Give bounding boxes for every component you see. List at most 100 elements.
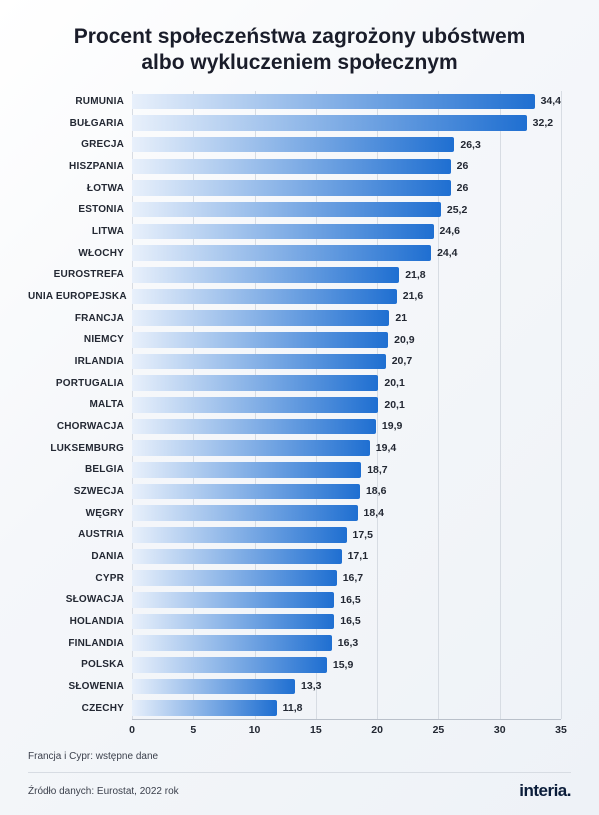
bar-row: FRANCJA 21 [28,307,561,329]
bar-track: 21 [132,307,561,329]
bar-label: HOLANDIA [28,616,132,627]
bar [132,159,451,175]
bar [132,462,361,478]
bar-label: LITWA [28,226,132,237]
x-tick: 30 [494,724,506,736]
x-tick: 0 [129,724,135,736]
bar [132,484,360,500]
bar-row: HOLANDIA 16,5 [28,611,561,633]
bar-value: 19,9 [382,420,402,432]
bar-row: LUKSEMBURG19,4 [28,437,561,459]
bar [132,202,441,218]
bar-row: DANIA17,1 [28,546,561,568]
bar-row: WŁOCHY24,4 [28,242,561,264]
x-tick: 20 [371,724,383,736]
bar-value: 20,1 [384,377,404,389]
x-tick: 35 [555,724,567,736]
bar-label: SŁOWACJA [28,594,132,605]
footer: Źródło danych: Eurostat, 2022 rok interi… [28,772,571,801]
bar [132,224,434,240]
bar-track: 32,2 [132,112,561,134]
bar [132,527,347,543]
bar-track: 24,4 [132,242,561,264]
bar-label: CYPR [28,573,132,584]
gridline [561,91,562,720]
bar-track: 20,9 [132,329,561,351]
bar-track: 13,3 [132,676,561,698]
bar-track: 26 [132,177,561,199]
bar-value: 18,4 [364,507,384,519]
bar-row: CZECHY11,8 [28,697,561,719]
x-tick: 10 [249,724,261,736]
bar [132,310,389,326]
bar-value: 18,6 [366,485,386,497]
bar [132,549,342,565]
bar-label: IRLANDIA [28,356,132,367]
bar-track: 21,6 [132,286,561,308]
bar-row: CHORWACJA19,9 [28,416,561,438]
bar-label: FRANCJA [28,313,132,324]
bar-value: 21 [395,312,407,324]
bar-label: GRECJA [28,139,132,150]
x-axis: 05101520253035 [132,719,561,741]
bar-row: AUSTRIA17,5 [28,524,561,546]
bar-chart: RUMUNIA34,4BUŁGARIA32,2GRECJA26,3HISZPAN… [28,91,571,742]
bar-label: ŁOTWA [28,183,132,194]
bar-row: ESTONIA25,2 [28,199,561,221]
bar-label: MALTA [28,399,132,410]
x-tick: 25 [433,724,445,736]
bar [132,397,378,413]
bar-value: 20,7 [392,355,412,367]
bar-row: EUROSTREFA21,8 [28,264,561,286]
bar [132,245,431,261]
bar-value: 21,8 [405,269,425,281]
bar-track: 20,1 [132,394,561,416]
bar-value: 16,7 [343,572,363,584]
bar-value: 20,9 [394,334,414,346]
bar [132,289,397,305]
bar-track: 15,9 [132,654,561,676]
bar-row: RUMUNIA34,4 [28,91,561,113]
bar-track: 16,7 [132,567,561,589]
bar [132,94,535,110]
infographic-page: Procent społeczeństwa zagrożony ubóstwem… [0,0,599,815]
bar-value: 17,1 [348,550,368,562]
bar-label: ESTONIA [28,204,132,215]
bar [132,419,376,435]
bar-label: PORTUGALIA [28,378,132,389]
bar [132,657,327,673]
chart-title: Procent społeczeństwa zagrożony ubóstwem… [28,24,571,77]
bar-track: 25,2 [132,199,561,221]
bar-value: 26 [457,182,469,194]
bar-track: 18,6 [132,481,561,503]
bar [132,115,527,131]
bar-label: UNIA EUROPEJSKA [28,291,132,302]
bar-track: 20,7 [132,351,561,373]
bar-value: 16,5 [340,594,360,606]
bar [132,505,358,521]
bar-track: 16,3 [132,632,561,654]
bar [132,332,388,348]
bar-value: 19,4 [376,442,396,454]
bar-value: 13,3 [301,680,321,692]
bar-track: 21,8 [132,264,561,286]
bar-track: 16,5 [132,589,561,611]
bar [132,137,454,153]
bar-row: MALTA20,1 [28,394,561,416]
bar-row: IRLANDIA 20,7 [28,351,561,373]
bar-value: 26 [457,160,469,172]
bar [132,375,378,391]
bar-value: 15,9 [333,659,353,671]
bar-row: CYPR 16,7 [28,567,561,589]
bar-rows: RUMUNIA34,4BUŁGARIA32,2GRECJA26,3HISZPAN… [28,91,561,720]
bar [132,354,386,370]
bar-track: 18,4 [132,502,561,524]
bar-track: 17,1 [132,546,561,568]
bar [132,635,332,651]
bar-row: SŁOWACJA 16,5 [28,589,561,611]
bar [132,570,337,586]
bar-value: 16,5 [340,615,360,627]
bar-row: POLSKA15,9 [28,654,561,676]
bar [132,180,451,196]
title-line-1: Procent społeczeństwa zagrożony ubóstwem [74,25,526,48]
